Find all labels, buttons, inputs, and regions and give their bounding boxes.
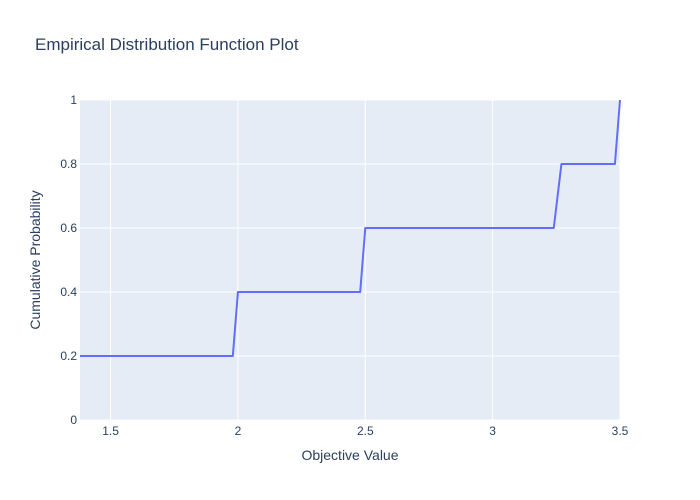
y-tick-label: 1: [70, 93, 77, 107]
x-tick-label: 2: [235, 424, 242, 438]
chart-title: Empirical Distribution Function Plot: [35, 35, 299, 54]
x-axis-ticks: 1.5 2 2.5 3 3.5: [102, 424, 628, 438]
x-tick-label: 3: [489, 424, 496, 438]
y-gridlines: [80, 99, 620, 421]
series-layer: [80, 99, 621, 357]
x-tick-label: 2.5: [357, 424, 374, 438]
plot-area: [80, 100, 620, 420]
y-tick-label: 0: [70, 413, 77, 427]
x-tick-label: 3.5: [612, 424, 629, 438]
y-tick-label: 0.4: [60, 285, 77, 299]
x-axis-label: Objective Value: [301, 447, 398, 463]
y-axis-label: Cumulative Probability: [27, 190, 43, 329]
x-gridlines: [110, 100, 621, 420]
y-tick-label: 0.2: [60, 349, 77, 363]
ecdf-series-line: [80, 99, 621, 357]
x-tick-label: 1.5: [102, 424, 119, 438]
y-tick-label: 0.6: [60, 221, 77, 235]
y-tick-label: 0.8: [60, 157, 77, 171]
y-axis-ticks: 0 0.2 0.4 0.6 0.8 1: [60, 93, 77, 427]
